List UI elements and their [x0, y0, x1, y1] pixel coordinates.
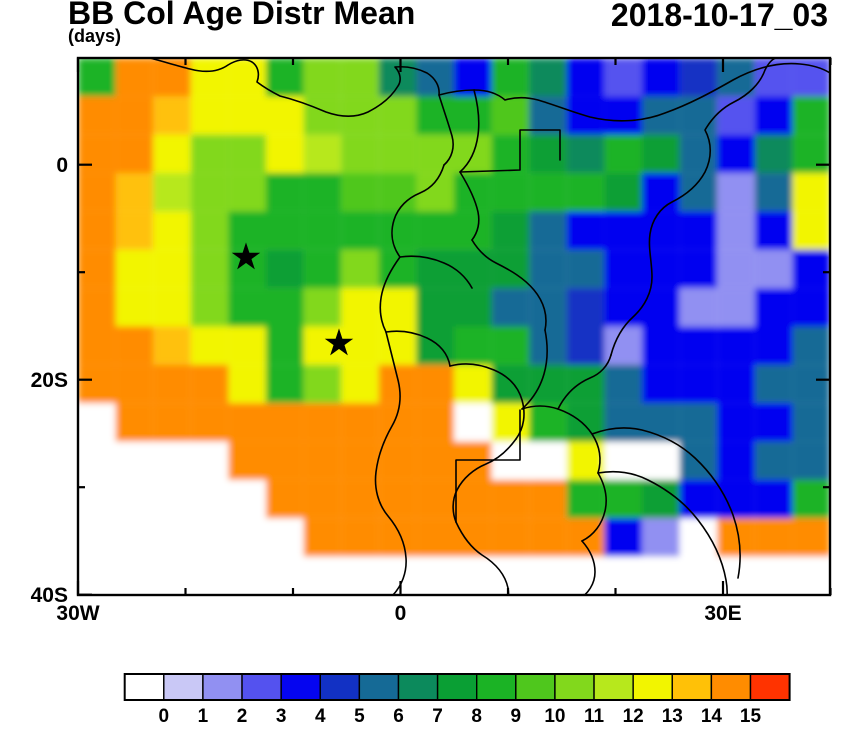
svg-text:11: 11	[584, 706, 605, 727]
svg-text:2018-10-17_03: 2018-10-17_03	[611, 0, 828, 33]
svg-text:8: 8	[471, 706, 482, 727]
svg-text:15: 15	[740, 706, 762, 727]
svg-text:10: 10	[544, 706, 565, 727]
svg-text:9: 9	[511, 706, 522, 727]
svg-text:12: 12	[623, 706, 644, 727]
svg-text:(days): (days)	[68, 26, 121, 46]
svg-text:6: 6	[393, 706, 404, 727]
svg-text:0: 0	[395, 602, 407, 625]
svg-text:13: 13	[662, 706, 683, 727]
svg-text:5: 5	[354, 706, 365, 727]
svg-text:2: 2	[237, 706, 248, 727]
svg-text:0: 0	[159, 706, 170, 727]
svg-text:14: 14	[701, 706, 723, 727]
svg-text:1: 1	[198, 706, 209, 727]
svg-text:30E: 30E	[704, 602, 741, 625]
svg-text:7: 7	[432, 706, 443, 727]
svg-text:3: 3	[276, 706, 287, 727]
svg-text:20S: 20S	[31, 369, 68, 392]
svg-text:0: 0	[56, 154, 68, 177]
svg-text:40S: 40S	[31, 584, 68, 607]
svg-text:4: 4	[315, 706, 326, 727]
